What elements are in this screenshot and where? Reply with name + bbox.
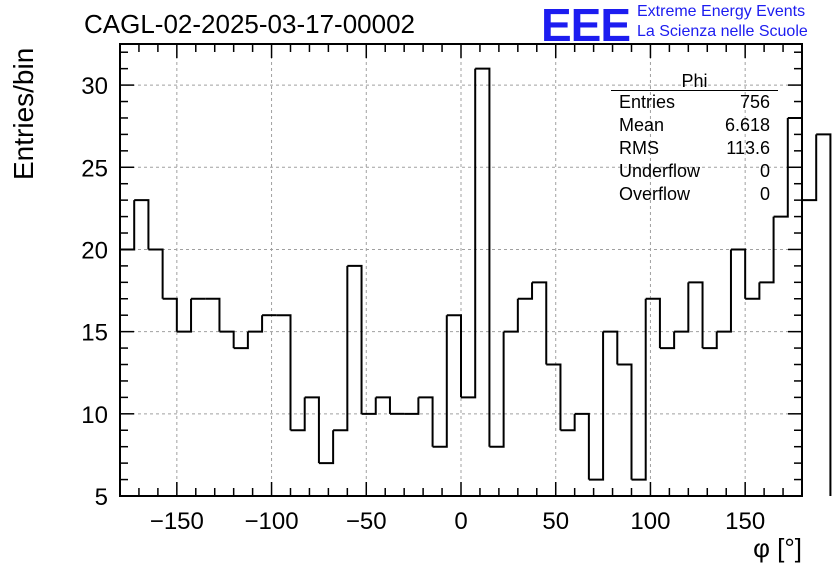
histogram-bin	[574, 412, 590, 480]
histogram-bin	[162, 297, 178, 332]
x-tick-label: 0	[454, 508, 467, 535]
stats-label-mean: Mean	[619, 115, 665, 135]
logo-subtitle-1: Extreme Energy Events	[637, 3, 806, 20]
y-tick-label: 10	[81, 402, 108, 429]
x-tick-label: 100	[630, 508, 670, 535]
tick-labels: −150 −100 −50 0 50 100 150 5 10 15 20 25 30	[81, 73, 765, 535]
stats-box: Phi Entries 756 Mean 6.618 RMS 113.6 Und…	[611, 70, 778, 210]
y-tick-label: 20	[81, 237, 108, 264]
stats-value-rms: 113.6	[726, 138, 770, 158]
histogram-bars	[119, 67, 832, 496]
histogram-bin	[560, 413, 576, 432]
histogram-bin	[304, 396, 320, 464]
stats-value-mean: 6.618	[724, 115, 770, 135]
y-axis-label: Entries/bin	[8, 47, 39, 180]
histogram-bin	[276, 314, 292, 431]
x-tick-label: −50	[346, 508, 387, 535]
histogram-bin	[404, 397, 420, 415]
histogram-bin	[702, 331, 718, 350]
histogram-bin	[247, 315, 264, 333]
histogram-bin	[361, 397, 377, 415]
histogram-bin	[802, 134, 818, 202]
histogram-bin	[745, 282, 761, 300]
histogram-bin	[659, 331, 676, 350]
histogram-bin	[134, 199, 150, 250]
histogram-bin	[631, 298, 647, 481]
histogram-bin	[532, 281, 548, 365]
histogram-bin	[759, 216, 775, 284]
histogram-bin	[333, 265, 349, 432]
histogram-bin	[318, 430, 335, 465]
histogram-bin	[219, 330, 235, 349]
histogram-bin	[461, 68, 477, 399]
histogram-bin	[688, 281, 704, 349]
histogram-bin	[176, 298, 193, 333]
histogram-bin	[645, 297, 661, 349]
stats-label-rms: RMS	[619, 138, 659, 158]
histogram-bin	[588, 331, 605, 481]
y-tick-label: 5	[95, 484, 108, 511]
x-axis-label: φ [°]	[753, 533, 802, 563]
histogram-bin	[432, 315, 448, 448]
histogram-bin	[503, 298, 519, 333]
histogram-bin	[446, 314, 462, 398]
y-tick-label: 25	[81, 155, 108, 182]
eee-logo: EEE	[541, 0, 631, 51]
histogram-bin	[517, 282, 534, 300]
y-tick-label: 30	[81, 73, 108, 100]
x-tick-label: 150	[725, 508, 765, 535]
y-tick-label: 15	[81, 320, 108, 347]
stats-box-rule	[611, 90, 778, 91]
histogram-bin	[546, 363, 562, 431]
histogram-bin	[489, 331, 505, 448]
histogram-bin	[674, 282, 690, 333]
histogram-bin	[233, 331, 249, 350]
x-tick-label: −150	[150, 508, 204, 535]
x-tick-label: −100	[245, 508, 299, 535]
histogram-bin	[730, 248, 747, 299]
stats-box-title: Phi	[681, 71, 708, 91]
stats-label-underflow: Underflow	[619, 161, 701, 181]
histogram-bin	[418, 396, 434, 447]
histogram-bin	[375, 396, 391, 414]
histogram-bin	[816, 133, 832, 496]
stats-value-overflow: 0	[759, 184, 770, 204]
histogram-bin	[205, 297, 221, 332]
histogram-bin	[290, 397, 306, 432]
histogram-bin	[617, 363, 633, 480]
axes	[119, 43, 803, 497]
chart-title: CAGL-02-2025-03-17-00002	[84, 9, 415, 39]
histogram-bin	[773, 117, 789, 218]
stats-value-underflow: 0	[759, 161, 770, 181]
histogram-bin	[347, 264, 363, 414]
histogram-bin	[787, 116, 803, 201]
histogram-bin	[148, 248, 164, 299]
stats-label-entries: Entries	[619, 92, 676, 112]
logo-subtitle-2: La Scienza nelle Scuole	[637, 23, 808, 40]
histogram-bin	[716, 249, 732, 333]
x-tick-label: 50	[542, 508, 569, 535]
histogram-bin	[603, 330, 619, 365]
histogram-bin	[475, 67, 491, 447]
stats-value-entries: 756	[739, 92, 770, 112]
stats-label-overflow: Overflow	[619, 184, 691, 204]
